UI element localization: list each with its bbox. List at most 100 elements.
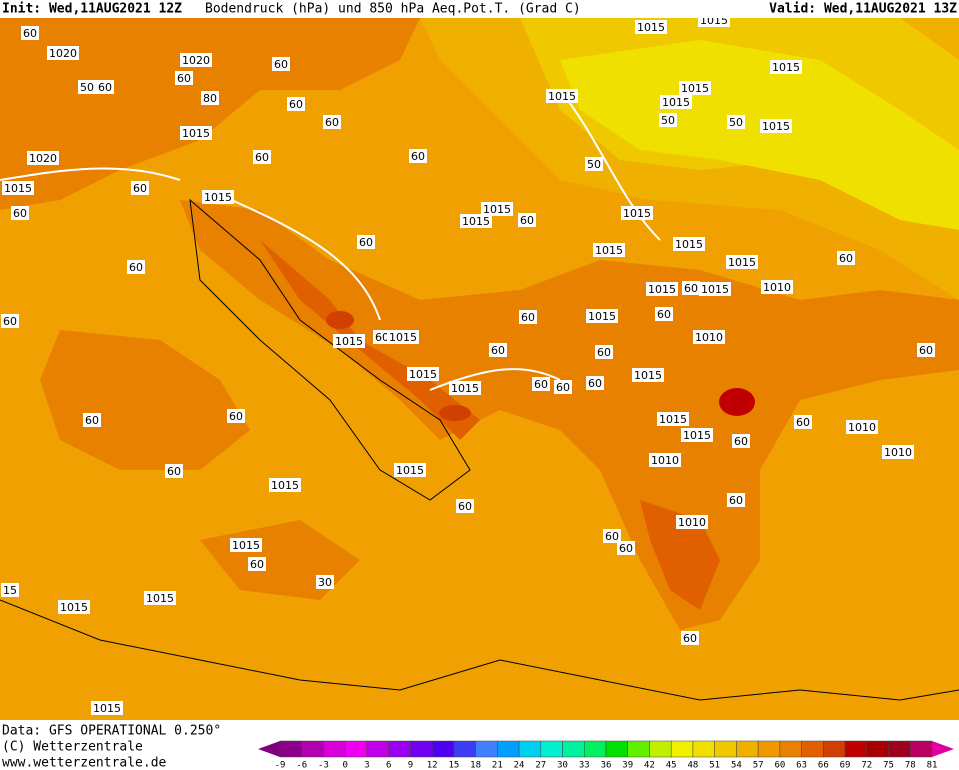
colorbar-box: [736, 740, 759, 758]
contour-label: 1015: [93, 702, 121, 715]
label-box: [635, 20, 667, 34]
contour-label: 60: [657, 308, 671, 321]
colorbar-box: [366, 740, 389, 758]
contour-label: 60: [534, 378, 548, 391]
label-box: [394, 463, 426, 477]
label-box: [660, 95, 692, 109]
label-box: [2, 181, 34, 195]
colorbar-tick-label: 39: [622, 761, 633, 770]
contour-label: 1010: [678, 516, 706, 529]
contour-label: 60: [289, 98, 303, 111]
contour-label: 1015: [637, 21, 665, 34]
contour-label: 1015: [683, 429, 711, 442]
contour-label: 15: [3, 584, 17, 597]
label-box: [127, 260, 145, 274]
label-box: [519, 310, 537, 324]
colorbar-box: [888, 740, 911, 758]
contour-label: 1015: [204, 191, 232, 204]
field-area: [40, 330, 250, 470]
label-box: [333, 334, 365, 348]
colorbar-box: [866, 740, 889, 758]
contour-label: 1015: [662, 96, 690, 109]
label-box: [131, 181, 149, 195]
label-box: [699, 282, 731, 296]
label-box: [323, 115, 341, 129]
label-box: [649, 453, 681, 467]
colorbar-tick-label: 6: [386, 761, 391, 770]
title: Bodendruck (hPa) und 850 hPa Aeq.Pot.T. …: [205, 2, 581, 17]
colorbar-box: [279, 740, 302, 758]
colorbar-box: [453, 740, 476, 758]
label-box: [253, 150, 271, 164]
colorbar-box: [344, 740, 368, 758]
contour-label: 60: [729, 494, 743, 507]
colorbar-tick-label: 33: [579, 761, 590, 770]
contour-label: 60: [619, 542, 633, 555]
label-box: [617, 541, 635, 555]
colorbar-tick-label: 78: [905, 761, 916, 770]
contour-label: 60: [491, 344, 505, 357]
colorbar-tick-label: 0: [342, 761, 347, 770]
label-box: [202, 190, 234, 204]
label-box: [603, 529, 621, 543]
contour-label: 60: [250, 558, 264, 571]
valid-time: Valid: Wed,11AUG2021 13Z: [769, 2, 957, 17]
contour-label: 1015: [634, 369, 662, 382]
label-box: [83, 413, 101, 427]
label-box: [726, 255, 758, 269]
contour-label: 60: [796, 416, 810, 429]
contour-label: 50: [661, 114, 675, 127]
colorbar-tick-label: 27: [535, 761, 546, 770]
label-box: [180, 126, 212, 140]
colorbar-box: [431, 740, 455, 758]
colorbar-tick-label: 75: [883, 761, 894, 770]
label-box: [846, 420, 878, 434]
label-box: [407, 367, 439, 381]
label-box: [456, 499, 474, 513]
label-box: [657, 412, 689, 426]
contour-label: 60: [85, 414, 99, 427]
contour-label: 60: [556, 381, 570, 394]
field-area: [326, 311, 354, 329]
contour-label: 60: [229, 410, 243, 423]
colorbar-tick-label: 24: [514, 761, 525, 770]
label-box: [595, 345, 613, 359]
contour-label: 1015: [451, 382, 479, 395]
contour-label: 1015: [483, 203, 511, 216]
colorbar-box: [323, 740, 346, 758]
colorbar-tick-label: 81: [927, 761, 938, 770]
label-box: [681, 631, 699, 645]
contour-label: 60: [588, 377, 602, 390]
contour-label: 1015: [182, 127, 210, 140]
colorbar-box: [627, 740, 650, 758]
contour-label: 60: [605, 530, 619, 543]
contour-label: 60: [684, 282, 698, 295]
contour-label: 60: [521, 311, 535, 324]
contour-label: 60: [919, 344, 933, 357]
label-box: [357, 235, 375, 249]
colorbar-box: [301, 740, 324, 758]
contour-label: 60: [98, 81, 112, 94]
colorbar-box: [388, 740, 411, 758]
label-box: [481, 202, 513, 216]
contour-label: 1015: [675, 238, 703, 251]
colorbar-box: [605, 740, 628, 758]
label-box: [761, 280, 793, 294]
label-box: [21, 26, 39, 40]
colorbar-box: [910, 740, 933, 758]
init-time: Init: Wed,11AUG2021 12Z: [2, 2, 182, 17]
label-box: [230, 538, 262, 552]
label-box: [760, 119, 792, 133]
contour-label: 60: [359, 236, 373, 249]
field-area: [439, 405, 471, 421]
contour-label: 60: [375, 331, 389, 344]
colorbar-tick-label: 72: [861, 761, 872, 770]
contour-label: 60: [520, 214, 534, 227]
contour-label: 50: [80, 81, 94, 94]
label-box: [460, 214, 492, 228]
contour-label: 60: [13, 207, 27, 220]
label-box: [532, 377, 550, 391]
label-box: [144, 591, 176, 605]
contour-label: 60: [325, 116, 339, 129]
